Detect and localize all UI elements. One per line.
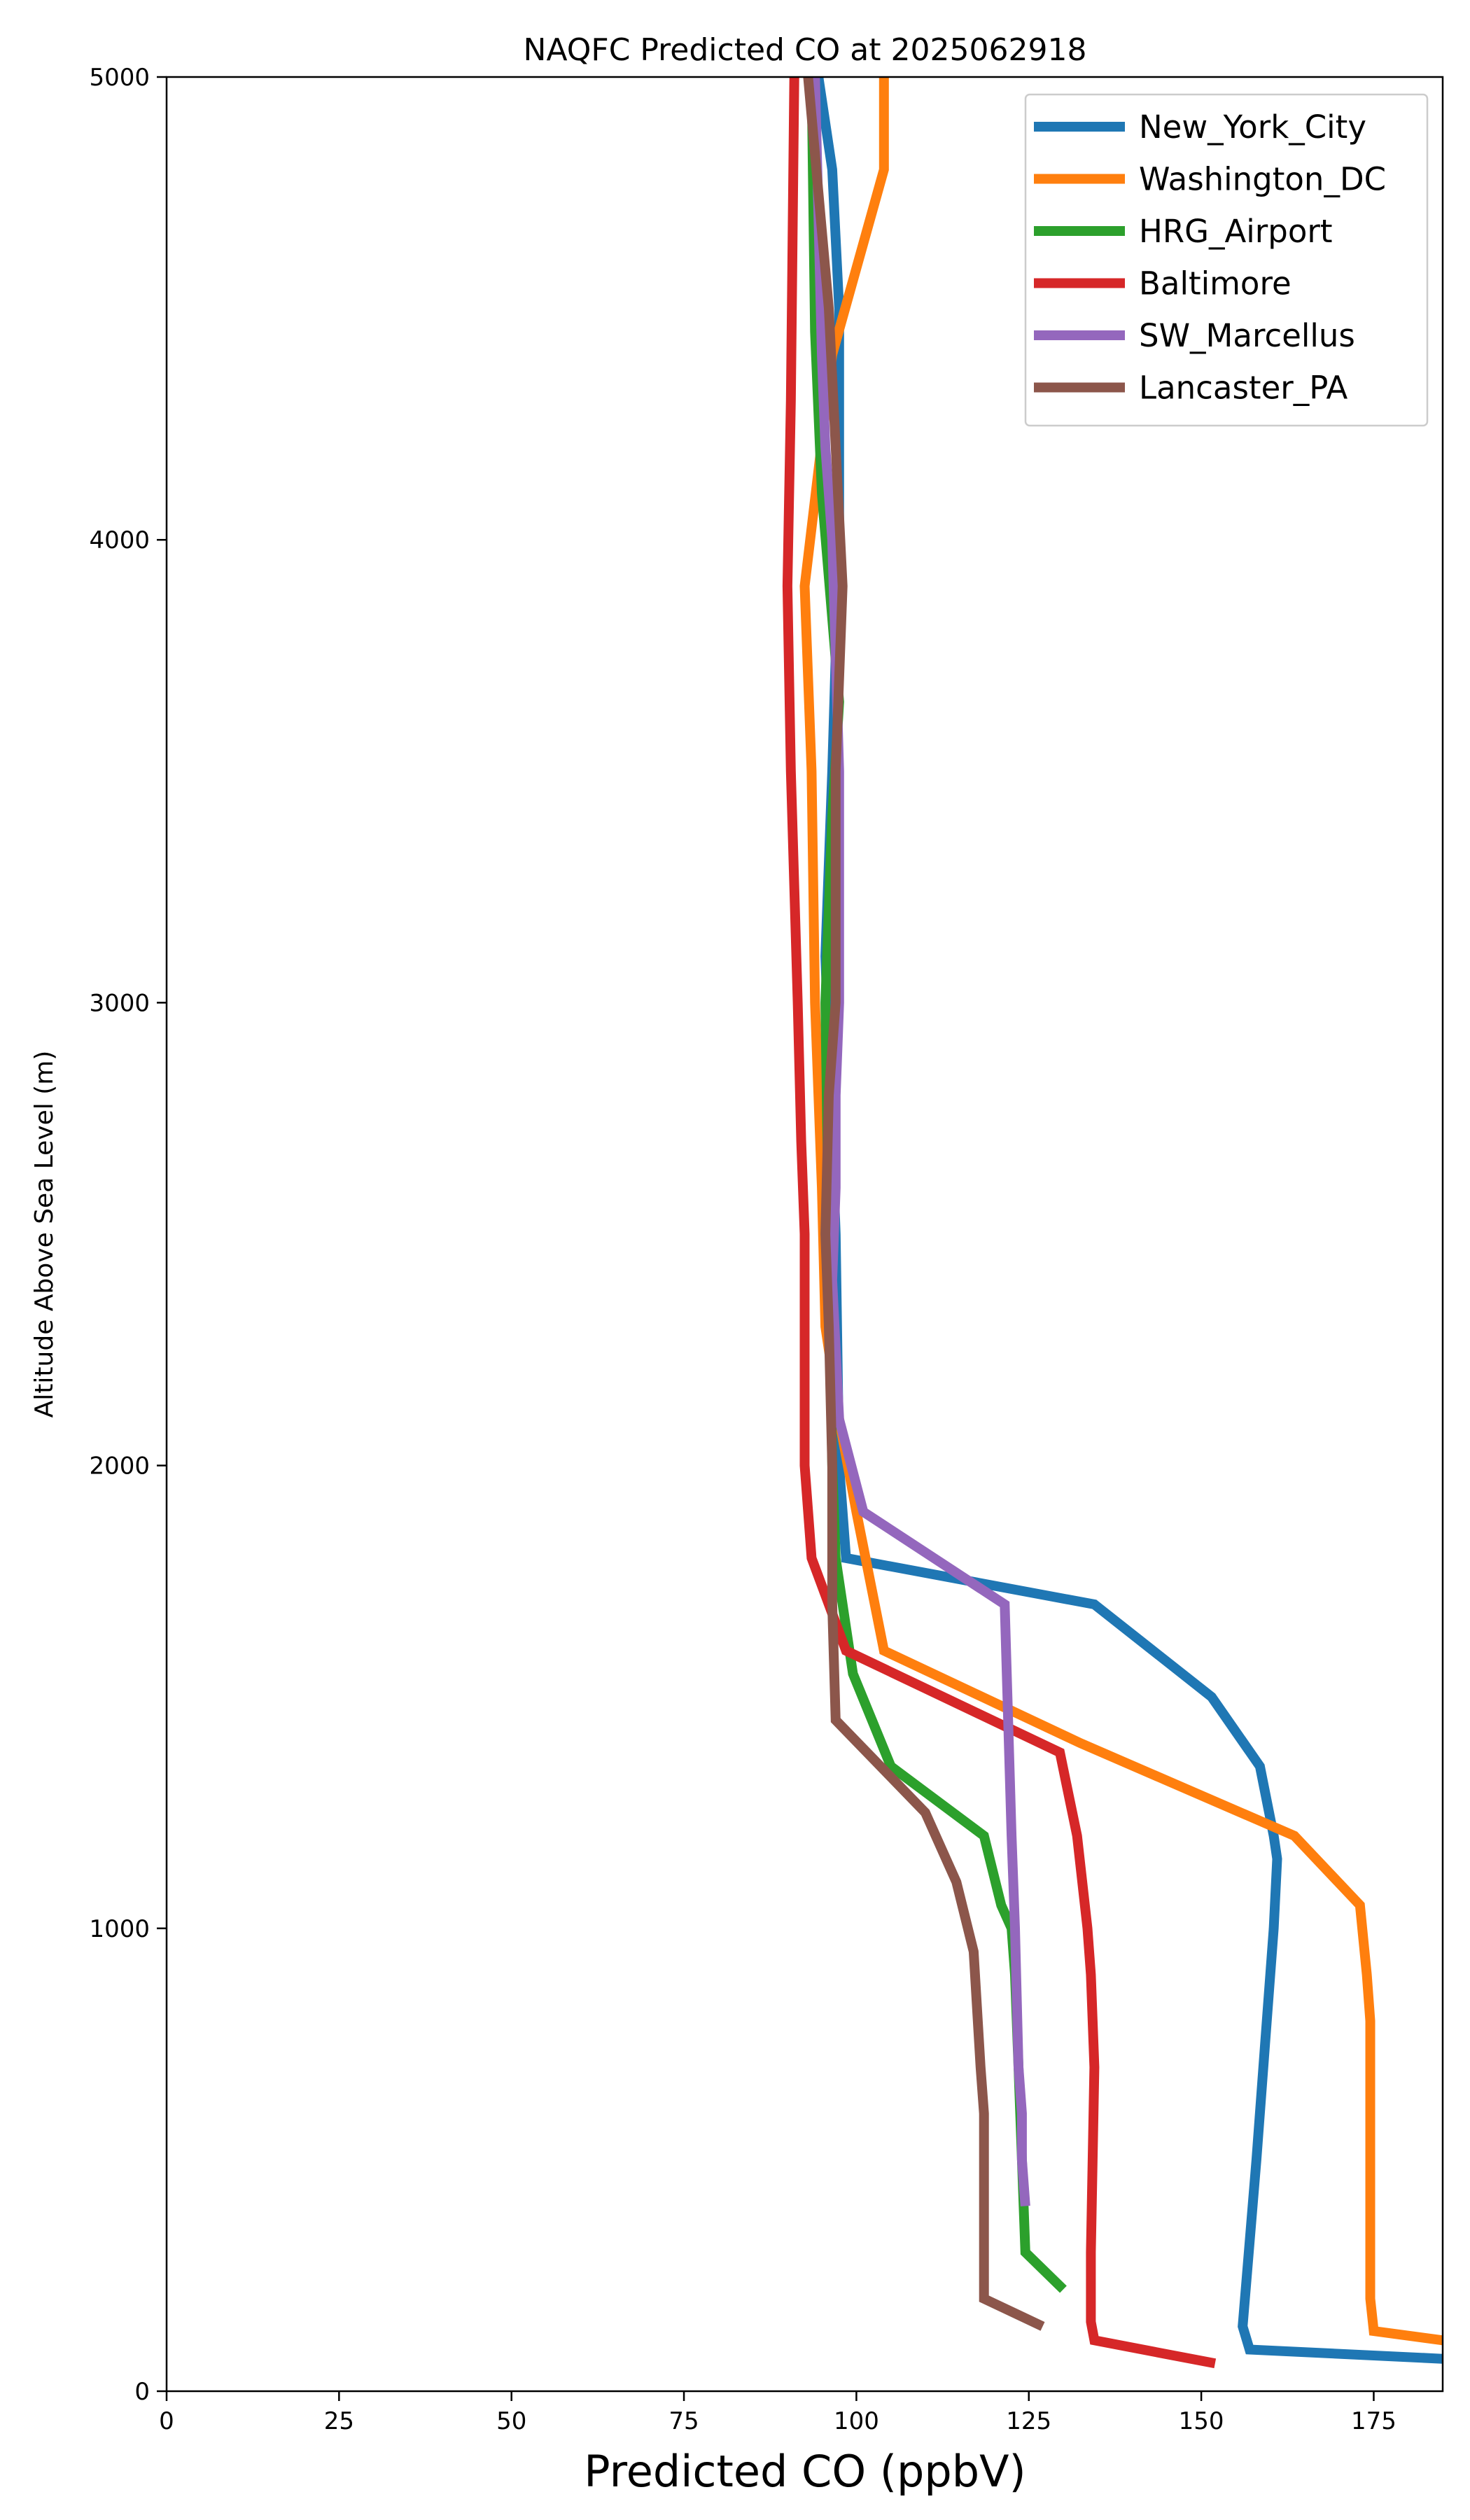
plot-frame [165,76,1444,2393]
x-tick-label: 100 [834,2407,879,2435]
chart-title: NAQFC Predicted CO at 2025062918 [524,32,1087,68]
legend-label: Lancaster_PA [1139,370,1348,407]
x-axis-label: Predicted CO (ppbV) [584,2446,1026,2497]
legend-label: Baltimore [1139,265,1292,302]
y-axis-label: Altitude Above Sea Level (m) [30,1051,59,1418]
plot-lines [782,77,1443,2369]
legend-box [1024,93,1429,427]
y-tick-label: 1000 [89,1915,150,1943]
x-axis: 0 25 50 75 100 125 150 175 [159,2391,1396,2435]
x-tick-label: 125 [1006,2407,1051,2435]
legend-label: SW_Marcellus [1139,317,1355,354]
y-tick-label: 4000 [89,526,150,554]
legend-label: HRG_Airport [1139,213,1333,250]
y-tick-label: 5000 [89,64,150,92]
y-tick-label: 2000 [89,1452,150,1480]
x-tick-label: 175 [1351,2407,1396,2435]
y-tick-label: 3000 [89,989,150,1017]
series-line-baltimore [782,77,1217,2369]
x-tick-label: 75 [668,2407,699,2435]
x-tick-label: 0 [159,2407,174,2435]
y-tick-label: 0 [134,2378,150,2406]
series-line-sw-marcellus [810,77,1030,2207]
x-tick-label: 150 [1179,2407,1224,2435]
legend: New_York_City Washington_DC HRG_Airport Bal… [1024,93,1429,427]
legend-label: New_York_City [1139,108,1366,146]
series-line-washington-dc [799,77,1443,2346]
y-axis: 0 1000 2000 3000 4000 5000 [89,64,167,2406]
x-tick-label: 50 [496,2407,526,2435]
legend-label: Washington_DC [1139,161,1386,198]
x-tick-label: 25 [324,2407,354,2435]
series-line-lancaster-pa [803,77,1045,2331]
